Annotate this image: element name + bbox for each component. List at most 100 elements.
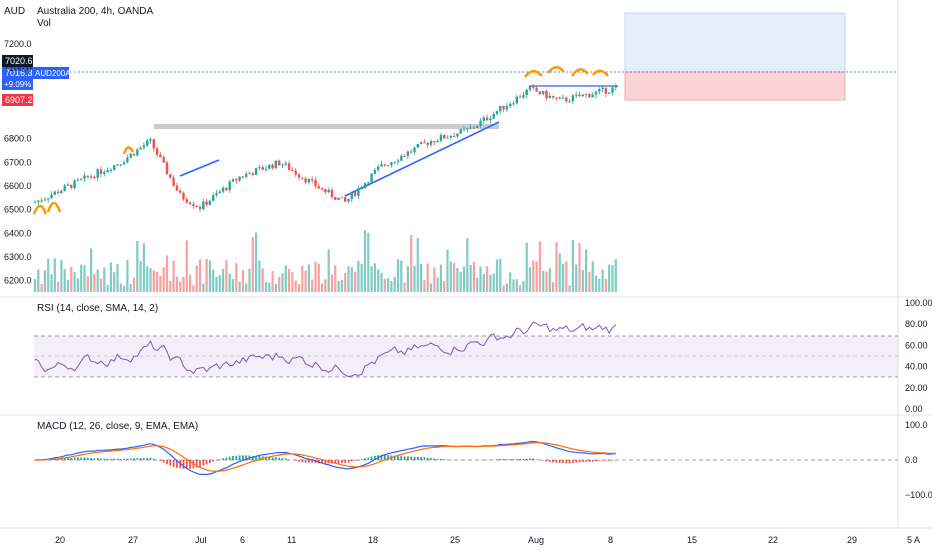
macd-hist-bar: [288, 459, 290, 460]
macd-axis[interactable]: 100.0 0.0 −100.0: [905, 420, 932, 500]
macd-hist-bar: [529, 458, 531, 460]
candle-body: [132, 153, 136, 156]
macd-hist-bar: [60, 458, 63, 460]
macd-hist-bar: [93, 458, 96, 460]
macd-hist-bar: [341, 460, 343, 464]
macd-hist-bar: [199, 460, 201, 468]
candle-body: [383, 164, 386, 166]
macd-hist-bar: [334, 460, 337, 464]
macd-hist-bar: [581, 460, 584, 463]
candle-body: [476, 125, 479, 128]
rsi-pane[interactable]: [34, 321, 898, 378]
volume-bar: [235, 263, 238, 292]
macd-hist-bar: [552, 460, 554, 463]
volume-bar: [604, 279, 607, 292]
time-axis[interactable]: 20 27 Jul 6 11 18 25 Aug 8 15 22 29 5: [55, 535, 912, 545]
macd-pane[interactable]: [34, 440, 898, 476]
candle-body: [449, 135, 452, 138]
rsi-band: [34, 336, 898, 377]
volume-bar: [202, 283, 205, 292]
rsi-axis[interactable]: 100.00 80.00 60.00 40.00 20.00 0.00: [905, 298, 932, 414]
volume-bar: [90, 248, 93, 292]
volume-bar: [109, 262, 112, 292]
candle-body: [360, 187, 363, 189]
candle-body: [281, 164, 284, 166]
macd-hist-bar: [324, 460, 327, 464]
position-profit-zone[interactable]: [624, 12, 846, 73]
candle-body: [231, 179, 235, 182]
rsi-title[interactable]: RSI (14, close, SMA, 14, 2): [37, 303, 158, 314]
candle-body: [89, 176, 93, 178]
time-axis-label: 5: [907, 535, 912, 545]
candle-body: [56, 191, 60, 194]
macd-hist-bar: [499, 458, 502, 460]
candle-body: [212, 195, 215, 201]
candle-body: [136, 149, 139, 156]
volume-bar: [357, 260, 360, 292]
candle-body: [406, 151, 410, 157]
volume-bar: [581, 269, 584, 292]
candle-body: [93, 176, 96, 178]
volume-bar: [218, 275, 221, 292]
volume-bar: [515, 279, 518, 292]
macd-hist-bar: [225, 457, 228, 460]
volume-bar: [456, 268, 459, 292]
macd-hist-bar: [515, 458, 518, 460]
macd-hist-bar: [502, 459, 505, 460]
position-loss-zone[interactable]: [624, 71, 846, 101]
macd-hist-bar: [344, 460, 347, 464]
ascending-trendline[interactable]: [344, 121, 500, 197]
macd-hist-bar: [281, 458, 284, 460]
volume-bar: [119, 283, 122, 292]
pattern-arcs-left[interactable]: [32, 201, 62, 215]
volume-bar: [585, 249, 588, 292]
symbol-title[interactable]: Australia 200, 4h, OANDA: [37, 6, 153, 17]
macd-hist-bar: [568, 460, 571, 464]
volume-bar: [436, 277, 439, 292]
candle-body: [334, 197, 337, 200]
macd-hist-bar: [595, 460, 597, 462]
candle-body: [443, 135, 446, 139]
trendline-short[interactable]: [179, 159, 220, 177]
candle-body: [485, 117, 489, 121]
macd-hist-bar: [86, 457, 89, 460]
macd-hist-bar: [436, 458, 439, 460]
volume-bar: [208, 260, 211, 292]
volume-legend[interactable]: Vol: [37, 18, 51, 29]
candle-body: [106, 170, 109, 173]
volume-bar: [264, 281, 268, 292]
pattern-arcs-top[interactable]: [523, 66, 609, 78]
macd-hist-bar: [380, 454, 383, 460]
candle-body: [202, 201, 205, 210]
macd-hist-bar: [509, 459, 512, 460]
volume-bar: [479, 266, 482, 292]
volume-bar: [129, 283, 132, 292]
candle-body: [50, 194, 53, 199]
time-axis-label: 20: [55, 535, 65, 545]
macd-title[interactable]: MACD (12, 26, close, 9, EMA, EMA): [37, 421, 198, 432]
pattern-arc[interactable]: [122, 146, 135, 155]
volume-bar: [489, 274, 492, 292]
candlesticks[interactable]: [33, 83, 617, 213]
volume-bar: [350, 267, 353, 292]
macd-hist-bar: [123, 458, 125, 460]
macd-hist-bar: [232, 455, 234, 460]
candle-body: [238, 176, 241, 181]
macd-hist-bar: [63, 457, 66, 460]
price-axis[interactable]: 7200.0 7100.0 6800.0 6700.0 6600.0 6500.0 6400…: [4, 39, 32, 285]
macd-hist-bar: [443, 459, 446, 460]
candle-body: [347, 199, 350, 202]
volume-bar: [314, 261, 317, 292]
volume-bar: [291, 272, 294, 292]
candle-body: [532, 86, 535, 88]
auto-scale-toggle[interactable]: A: [914, 535, 920, 545]
volume-bar: [103, 267, 106, 292]
volume-bar: [466, 238, 469, 292]
resistance-zone[interactable]: [154, 124, 499, 129]
macd-hist-bar: [218, 459, 221, 460]
macd-axis-label: −100.0: [905, 490, 932, 500]
macd-hist-bar: [611, 460, 614, 461]
volume-bar: [192, 285, 195, 292]
candle-body: [591, 94, 594, 98]
